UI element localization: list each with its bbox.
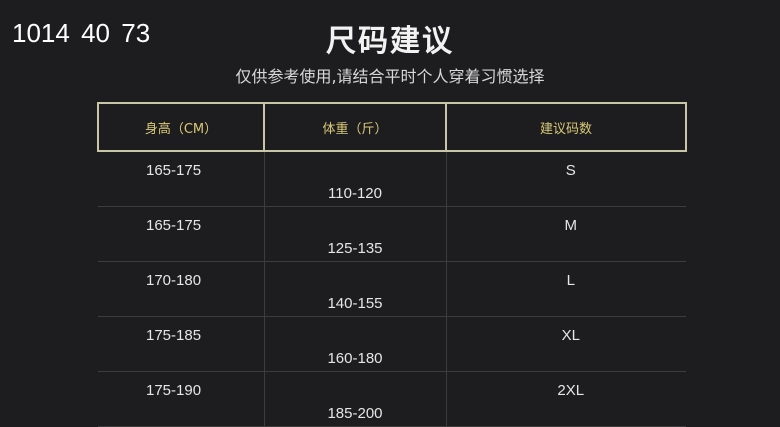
table-row: 175-185 160-180 XL (98, 316, 686, 372)
cell-size: L (446, 261, 686, 317)
cell-size: S (446, 151, 686, 207)
cell-height: 165-175 (98, 206, 264, 262)
watermark-text: 1014 (12, 18, 70, 48)
page-subtitle: 仅供参考使用,请结合平时个人穿着习惯选择 (235, 67, 545, 86)
watermark-overlap: 40 (81, 18, 110, 48)
cell-weight: 110-120 (263, 151, 447, 207)
cell-size: M (446, 206, 686, 262)
cell-height: 170-180 (98, 261, 264, 317)
table-row: 175-190 185-200 2XL (98, 371, 686, 427)
header-height: 身高（CM） (97, 102, 265, 152)
size-table: 身高（CM） 体重（斤） 建议码数 165-175 110-120 S 165-175… (97, 102, 687, 427)
watermark-overlap: 73 (121, 18, 151, 48)
cell-height: 175-185 (98, 316, 264, 372)
header-weight: 体重（斤） (263, 102, 447, 152)
table-row: 165-175 110-120 S (98, 151, 686, 207)
cell-weight: 125-135 (263, 206, 447, 262)
table-row: 165-175 125-135 M (98, 206, 686, 262)
table-row: 170-180 140-155 L (98, 261, 686, 317)
cell-size: 2XL (446, 371, 686, 427)
cell-height: 175-190 (98, 371, 264, 427)
cell-weight: 140-155 (263, 261, 447, 317)
cell-weight: 160-180 (263, 316, 447, 372)
header-size: 建议码数 (445, 102, 687, 152)
cell-size: XL (446, 316, 686, 372)
cell-weight: 185-200 (263, 371, 447, 427)
watermark: 1014 40 73 (12, 18, 154, 49)
cell-height: 165-175 (98, 151, 264, 207)
table-header-row: 身高（CM） 体重（斤） 建议码数 (97, 102, 687, 152)
page-title: 尺码建议 (326, 24, 454, 59)
